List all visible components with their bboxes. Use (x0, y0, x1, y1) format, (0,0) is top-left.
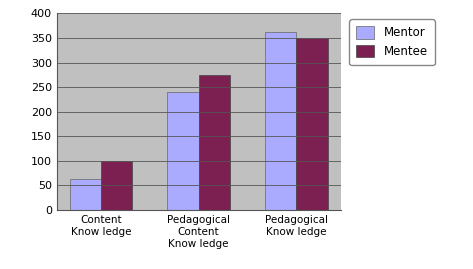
Bar (167, 92, 199, 210)
Bar (297, 38, 328, 210)
Legend: Mentor, Mentee: Mentor, Mentee (349, 19, 435, 65)
Bar (265, 32, 297, 210)
Bar (101, 161, 132, 210)
Bar (70, 179, 101, 210)
Bar (199, 75, 230, 210)
